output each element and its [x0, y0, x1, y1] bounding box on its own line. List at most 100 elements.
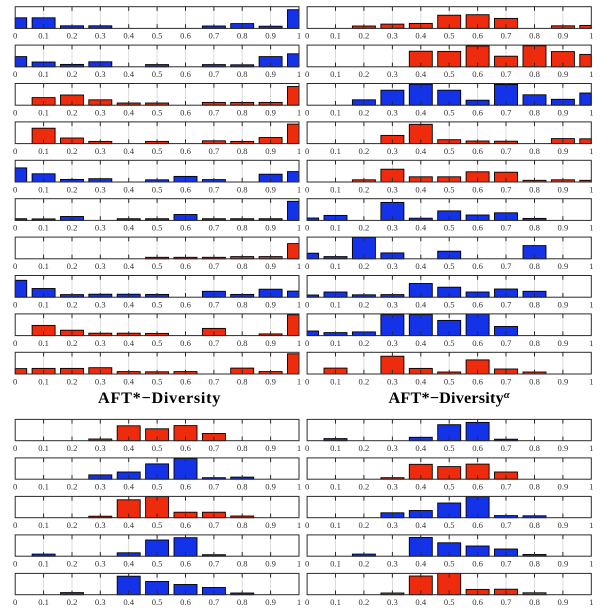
svg-text:0.3: 0.3 [95, 443, 106, 453]
svg-text:0.3: 0.3 [387, 482, 398, 492]
svg-text:0.7: 0.7 [209, 31, 220, 41]
svg-text:0.3: 0.3 [387, 261, 398, 271]
svg-text:0.3: 0.3 [387, 559, 398, 569]
svg-text:0.7: 0.7 [209, 559, 220, 569]
svg-text:0.6: 0.6 [180, 146, 191, 156]
svg-text:0.1: 0.1 [38, 261, 49, 271]
svg-text:0.1: 0.1 [38, 69, 49, 79]
svg-text:0.6: 0.6 [472, 223, 483, 233]
svg-text:0.8: 0.8 [529, 69, 540, 79]
svg-text:0.7: 0.7 [501, 376, 512, 386]
svg-text:0.9: 0.9 [265, 482, 276, 492]
svg-text:0.8: 0.8 [529, 146, 540, 156]
svg-text:0.1: 0.1 [330, 443, 341, 453]
svg-text:0.4: 0.4 [123, 31, 134, 41]
svg-text:0.5: 0.5 [444, 31, 455, 41]
svg-text:1: 1 [589, 69, 593, 79]
svg-text:1: 1 [589, 223, 593, 233]
svg-text:0.1: 0.1 [330, 146, 341, 156]
svg-text:0: 0 [305, 108, 309, 118]
svg-text:0.9: 0.9 [265, 559, 276, 569]
svg-text:0.6: 0.6 [472, 376, 483, 386]
svg-text:0: 0 [305, 223, 309, 233]
svg-text:0: 0 [13, 338, 17, 348]
svg-text:0.9: 0.9 [265, 31, 276, 41]
svg-text:1: 1 [297, 338, 301, 348]
svg-text:0.9: 0.9 [265, 184, 276, 194]
svg-text:0.1: 0.1 [330, 261, 341, 271]
svg-text:0.4: 0.4 [415, 376, 426, 386]
svg-text:0.1: 0.1 [38, 597, 49, 607]
svg-text:0.8: 0.8 [529, 108, 540, 118]
svg-text:0.4: 0.4 [415, 184, 426, 194]
svg-text:0.3: 0.3 [387, 223, 398, 233]
svg-text:0.6: 0.6 [472, 443, 483, 453]
svg-text:0.7: 0.7 [209, 108, 220, 118]
svg-text:0.9: 0.9 [558, 31, 569, 41]
svg-text:0.2: 0.2 [67, 597, 78, 607]
svg-text:0.9: 0.9 [558, 338, 569, 348]
svg-text:0.1: 0.1 [38, 559, 49, 569]
svg-text:0.6: 0.6 [472, 184, 483, 194]
svg-text:0.7: 0.7 [209, 146, 220, 156]
svg-text:0.2: 0.2 [67, 520, 78, 530]
svg-text:0.6: 0.6 [472, 559, 483, 569]
svg-text:0: 0 [305, 300, 309, 310]
svg-text:0.9: 0.9 [265, 300, 276, 310]
svg-text:1: 1 [297, 376, 301, 386]
svg-text:0.7: 0.7 [501, 482, 512, 492]
svg-text:0.1: 0.1 [330, 31, 341, 41]
svg-text:1: 1 [589, 146, 593, 156]
svg-text:1: 1 [297, 223, 301, 233]
svg-text:1: 1 [297, 482, 301, 492]
svg-text:1: 1 [297, 559, 301, 569]
svg-text:1: 1 [589, 300, 593, 310]
svg-text:0.3: 0.3 [387, 443, 398, 453]
svg-text:0.7: 0.7 [501, 597, 512, 607]
svg-text:0: 0 [305, 146, 309, 156]
svg-text:0.6: 0.6 [472, 31, 483, 41]
svg-text:0.3: 0.3 [95, 261, 106, 271]
svg-text:0: 0 [13, 443, 17, 453]
svg-text:0.5: 0.5 [444, 146, 455, 156]
svg-text:0.3: 0.3 [387, 184, 398, 194]
svg-text:0.6: 0.6 [180, 31, 191, 41]
svg-text:0.4: 0.4 [123, 520, 134, 530]
svg-text:0.5: 0.5 [152, 261, 163, 271]
svg-text:0.7: 0.7 [501, 300, 512, 310]
svg-text:0.7: 0.7 [209, 223, 220, 233]
svg-text:0.8: 0.8 [237, 559, 248, 569]
svg-text:0.4: 0.4 [123, 184, 134, 194]
svg-text:0.5: 0.5 [152, 69, 163, 79]
svg-text:0.1: 0.1 [38, 443, 49, 453]
svg-text:0.3: 0.3 [95, 338, 106, 348]
svg-text:0.5: 0.5 [444, 69, 455, 79]
svg-text:0.6: 0.6 [180, 261, 191, 271]
svg-text:0.4: 0.4 [123, 559, 134, 569]
svg-text:0.5: 0.5 [444, 443, 455, 453]
svg-text:0.3: 0.3 [95, 146, 106, 156]
svg-text:0.5: 0.5 [444, 376, 455, 386]
svg-text:0.9: 0.9 [558, 223, 569, 233]
svg-text:1: 1 [589, 482, 593, 492]
svg-text:0.8: 0.8 [529, 443, 540, 453]
svg-text:0.4: 0.4 [123, 69, 134, 79]
svg-text:0.5: 0.5 [444, 261, 455, 271]
svg-text:0.4: 0.4 [415, 69, 426, 79]
svg-text:0.5: 0.5 [152, 146, 163, 156]
svg-text:0.6: 0.6 [180, 559, 191, 569]
svg-text:0.9: 0.9 [558, 108, 569, 118]
svg-text:0.8: 0.8 [529, 31, 540, 41]
svg-text:0.6: 0.6 [180, 223, 191, 233]
svg-text:0.6: 0.6 [180, 443, 191, 453]
svg-text:1: 1 [297, 443, 301, 453]
svg-text:0: 0 [13, 597, 17, 607]
svg-text:0.2: 0.2 [67, 443, 78, 453]
svg-text:0: 0 [13, 376, 17, 386]
svg-text:0.7: 0.7 [209, 69, 220, 79]
svg-text:0.6: 0.6 [180, 520, 191, 530]
svg-text:0.3: 0.3 [95, 376, 106, 386]
svg-text:0.5: 0.5 [444, 338, 455, 348]
svg-text:0.2: 0.2 [67, 261, 78, 271]
svg-text:0.1: 0.1 [38, 146, 49, 156]
